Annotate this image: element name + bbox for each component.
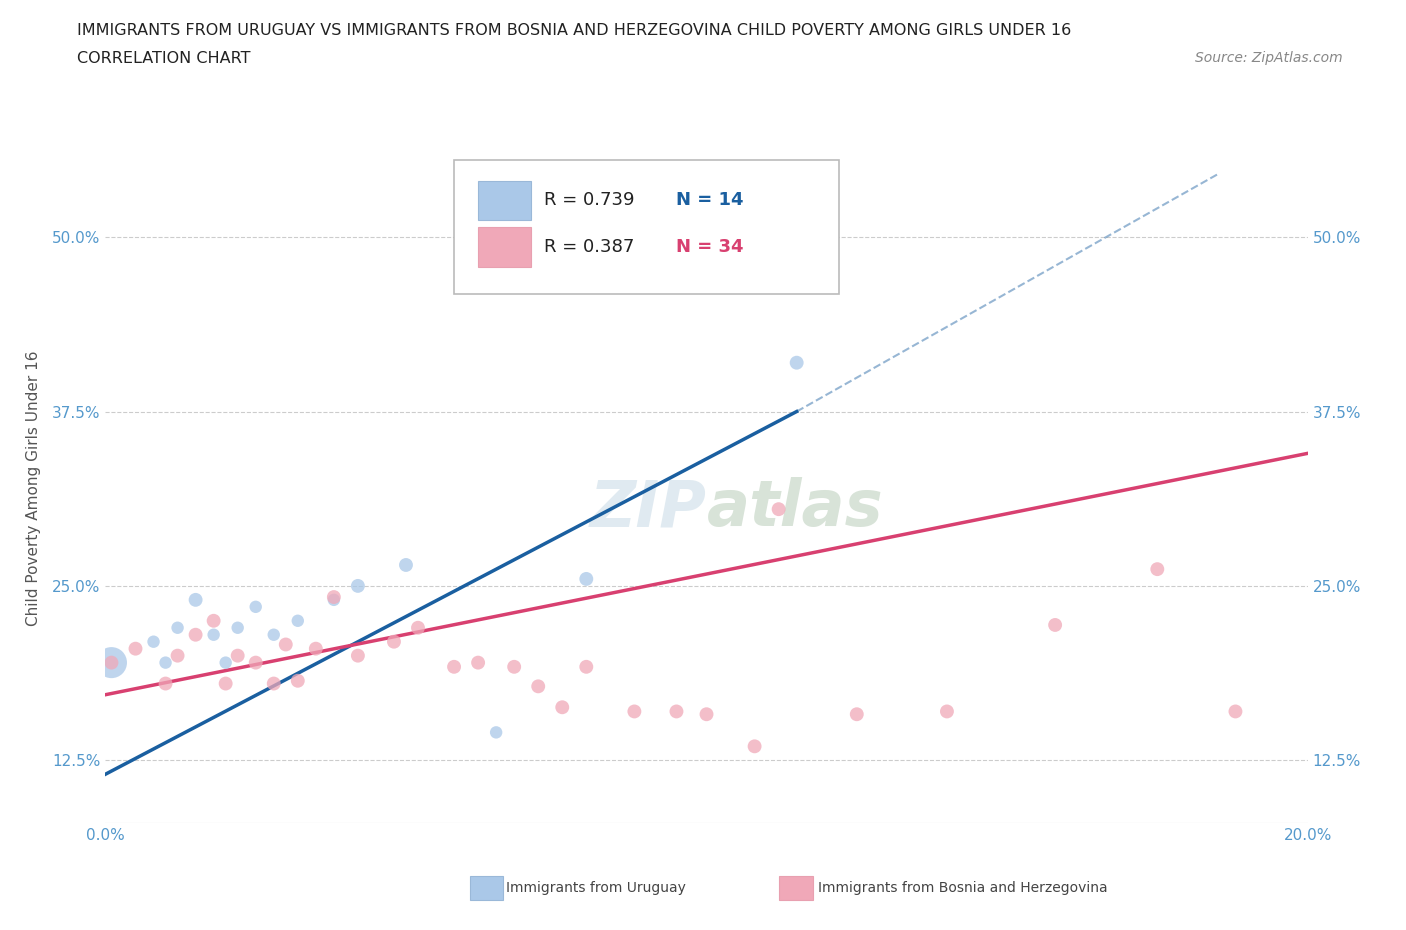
Point	[347, 648, 370, 663]
FancyBboxPatch shape	[478, 180, 531, 220]
Text: N = 34: N = 34	[676, 238, 744, 256]
Point	[322, 592, 344, 607]
Text: Immigrants from Bosnia and Herzegovina: Immigrants from Bosnia and Herzegovina	[818, 881, 1108, 896]
Text: CORRELATION CHART: CORRELATION CHART	[77, 51, 250, 66]
Point	[347, 578, 370, 593]
Point	[467, 656, 489, 671]
Point	[214, 656, 236, 671]
Point	[485, 725, 508, 740]
Point	[166, 648, 188, 663]
Point	[263, 676, 285, 691]
Text: Source: ZipAtlas.com: Source: ZipAtlas.com	[1195, 51, 1343, 65]
Text: R = 0.387: R = 0.387	[544, 238, 634, 256]
Point	[322, 590, 344, 604]
Point	[395, 558, 418, 573]
Text: R = 0.739: R = 0.739	[544, 192, 634, 209]
Point	[936, 704, 959, 719]
Point	[527, 679, 550, 694]
Point	[575, 659, 598, 674]
Point	[245, 600, 267, 615]
Point	[245, 656, 267, 671]
Point	[100, 656, 122, 671]
Point	[1225, 704, 1247, 719]
Point	[665, 704, 688, 719]
Point	[1043, 618, 1066, 632]
Point	[155, 676, 177, 691]
Point	[226, 620, 249, 635]
Point	[263, 628, 285, 643]
Point	[406, 620, 429, 635]
Point	[202, 614, 225, 629]
Text: IMMIGRANTS FROM URUGUAY VS IMMIGRANTS FROM BOSNIA AND HERZEGOVINA CHILD POVERTY : IMMIGRANTS FROM URUGUAY VS IMMIGRANTS FR…	[77, 23, 1071, 38]
Point	[551, 700, 574, 715]
Text: atlas: atlas	[707, 477, 883, 539]
Point	[1146, 562, 1168, 577]
Point	[184, 628, 207, 643]
Point	[124, 642, 146, 657]
Point	[786, 355, 808, 370]
Text: Immigrants from Uruguay: Immigrants from Uruguay	[506, 881, 686, 896]
Point	[202, 628, 225, 643]
Point	[744, 738, 766, 753]
Point	[305, 642, 328, 657]
Point	[166, 620, 188, 635]
Point	[184, 592, 207, 607]
Point	[575, 572, 598, 587]
FancyBboxPatch shape	[454, 160, 839, 294]
Point	[696, 707, 718, 722]
Y-axis label: Child Poverty Among Girls Under 16: Child Poverty Among Girls Under 16	[25, 351, 41, 626]
Point	[382, 634, 405, 649]
Point	[623, 704, 645, 719]
Point	[226, 648, 249, 663]
Text: ZIP: ZIP	[589, 477, 707, 539]
Point	[503, 659, 526, 674]
Point	[142, 634, 165, 649]
Point	[845, 707, 868, 722]
Point	[155, 656, 177, 671]
Point	[100, 656, 122, 671]
Point	[287, 614, 309, 629]
Point	[287, 673, 309, 688]
Text: N = 14: N = 14	[676, 192, 744, 209]
Point	[768, 502, 790, 517]
Point	[443, 659, 465, 674]
Point	[274, 637, 297, 652]
FancyBboxPatch shape	[478, 228, 531, 267]
Point	[214, 676, 236, 691]
